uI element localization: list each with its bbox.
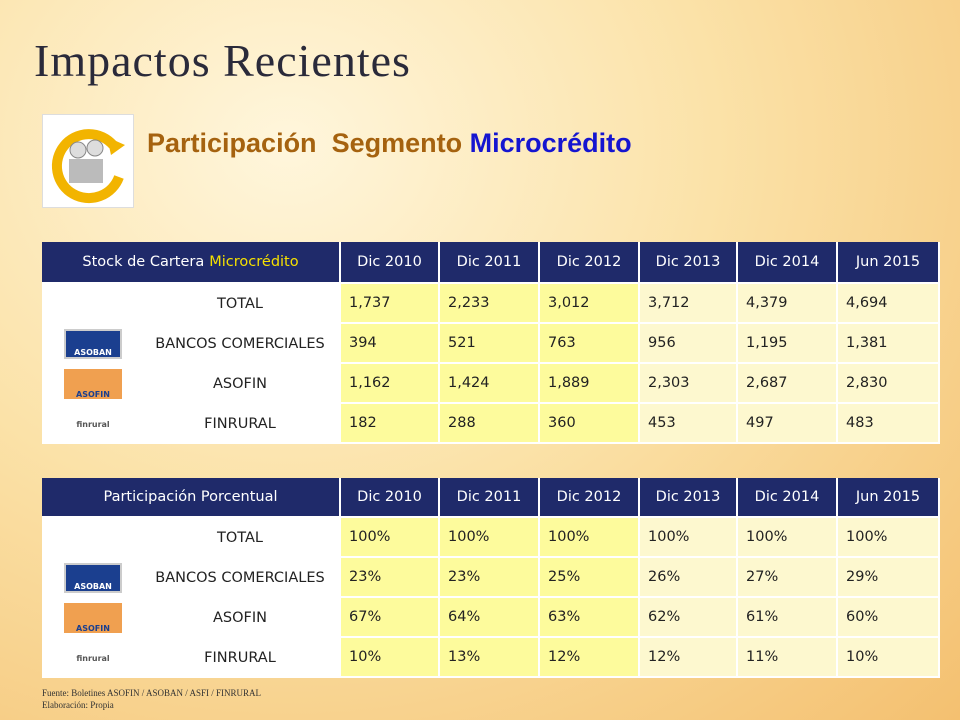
subtitle-highlight: Microcrédito [469, 128, 632, 158]
column-header: Dic 2010 [341, 478, 440, 518]
value-cell: 1,424 [440, 364, 540, 404]
icon-graphic [51, 129, 125, 204]
table-title-main: Stock de Cartera [82, 254, 205, 270]
value-cell: 26% [640, 558, 738, 598]
table-title-main: Participación Porcentual [103, 489, 278, 505]
value-cell: 61% [738, 598, 838, 638]
value-cell: 100% [341, 518, 440, 558]
value-cell: 23% [440, 558, 540, 598]
value-cell: 453 [640, 404, 738, 444]
table-title: Stock de Cartera Microcrédito [42, 242, 341, 284]
row-label-cell [42, 284, 341, 324]
value-cell: 3,012 [540, 284, 640, 324]
value-cell: 29% [838, 558, 940, 598]
value-cell: 64% [440, 598, 540, 638]
value-cell: 13% [440, 638, 540, 678]
value-cell: 60% [838, 598, 940, 638]
value-cell: 62% [640, 598, 738, 638]
column-header: Dic 2011 [440, 242, 540, 284]
value-cell: 27% [738, 558, 838, 598]
value-cell: 4,694 [838, 284, 940, 324]
value-cell: 10% [341, 638, 440, 678]
logo: ASOFIN [64, 369, 122, 399]
value-cell: 288 [440, 404, 540, 444]
value-cell: 67% [341, 598, 440, 638]
value-cell: 483 [838, 404, 940, 444]
column-header: Dic 2013 [640, 478, 738, 518]
value-cell: 763 [540, 324, 640, 364]
value-cell: 25% [540, 558, 640, 598]
column-header: Dic 2014 [738, 242, 838, 284]
slide-title: Impactos Recientes [34, 35, 411, 86]
value-cell: 4,379 [738, 284, 838, 324]
value-cell: 12% [540, 638, 640, 678]
logo: ASOBAN [64, 563, 122, 593]
value-cell: 100% [838, 518, 940, 558]
footer-made: Elaboración: Propia [42, 700, 114, 710]
value-cell: 12% [640, 638, 738, 678]
value-cell: 1,162 [341, 364, 440, 404]
row-label: ASOFIN [213, 376, 267, 392]
column-header: Dic 2013 [640, 242, 738, 284]
value-cell: 10% [838, 638, 940, 678]
value-cell: 1,889 [540, 364, 640, 404]
logo: finrural [64, 643, 122, 673]
value-cell: 182 [341, 404, 440, 444]
subtitle-part: Participación [147, 128, 317, 158]
column-header: Jun 2015 [838, 478, 940, 518]
value-cell: 100% [640, 518, 738, 558]
subtitle: Participación Segmento Microcrédito [147, 128, 632, 159]
value-cell: 956 [640, 324, 738, 364]
row-label: FINRURAL [204, 416, 276, 432]
value-cell: 1,381 [838, 324, 940, 364]
value-cell: 63% [540, 598, 640, 638]
row-label: BANCOS COMERCIALES [155, 570, 325, 586]
value-cell: 360 [540, 404, 640, 444]
row-label: TOTAL [217, 296, 263, 312]
value-cell: 2,233 [440, 284, 540, 324]
value-cell: 1,195 [738, 324, 838, 364]
value-cell: 2,303 [640, 364, 738, 404]
logo: ASOBAN [64, 329, 122, 359]
column-header: Dic 2012 [540, 242, 640, 284]
value-cell: 521 [440, 324, 540, 364]
column-header: Dic 2012 [540, 478, 640, 518]
value-cell: 3,712 [640, 284, 738, 324]
value-cell: 11% [738, 638, 838, 678]
footer-source: Fuente: Boletines ASOFIN / ASOBAN / ASFI… [42, 688, 262, 698]
value-cell: 2,687 [738, 364, 838, 404]
subtitle-part: Segmento [331, 128, 463, 158]
column-header: Dic 2010 [341, 242, 440, 284]
logo: finrural [64, 409, 122, 439]
row-label: ASOFIN [213, 610, 267, 626]
value-cell: 23% [341, 558, 440, 598]
table-title: Participación Porcentual [42, 478, 341, 518]
value-cell: 497 [738, 404, 838, 444]
value-cell: 100% [540, 518, 640, 558]
value-cell: 100% [440, 518, 540, 558]
column-header: Dic 2011 [440, 478, 540, 518]
value-cell: 100% [738, 518, 838, 558]
row-label-cell [42, 518, 341, 558]
logo: ASOFIN [64, 603, 122, 633]
table-title-highlight: Microcrédito [209, 254, 299, 270]
row-label: TOTAL [217, 530, 263, 546]
row-label: FINRURAL [204, 650, 276, 666]
value-cell: 394 [341, 324, 440, 364]
value-cell: 1,737 [341, 284, 440, 324]
row-label: BANCOS COMERCIALES [155, 336, 325, 352]
icon [42, 114, 134, 208]
column-header: Jun 2015 [838, 242, 940, 284]
column-header: Dic 2014 [738, 478, 838, 518]
value-cell: 2,830 [838, 364, 940, 404]
